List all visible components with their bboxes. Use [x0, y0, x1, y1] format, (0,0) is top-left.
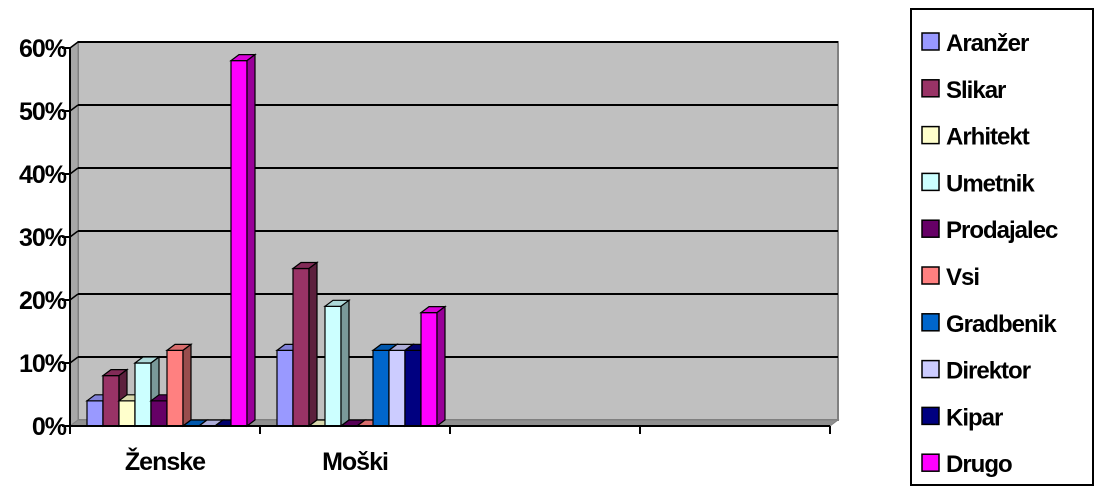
- plot-area: [68, 41, 840, 427]
- bar-front: [150, 400, 168, 427]
- bar-side: [308, 261, 318, 428]
- legend-item: Kipar: [921, 404, 1004, 431]
- bar-side: [436, 305, 446, 428]
- gridline-side-50: [69, 104, 79, 112]
- bar-front: [230, 59, 248, 427]
- bar-front: [118, 400, 136, 427]
- y-tick-label: 20%: [19, 287, 67, 315]
- legend-item: Slikar: [921, 77, 1007, 104]
- bar-front: [372, 349, 390, 427]
- legend-label: Umetnik: [946, 170, 1035, 197]
- legend-label: Aranžer: [946, 30, 1029, 57]
- legend-item: Arhitekt: [921, 124, 1031, 151]
- bars-group: [85, 53, 447, 428]
- bar-front: [134, 362, 152, 427]
- legend-label: Direktor: [946, 358, 1031, 385]
- legend: Aranžer Slikar Arhitekt Umetnik Prodajalec Vs…: [910, 8, 1094, 486]
- legend-label: Arhitekt: [946, 124, 1030, 151]
- bar-front: [420, 312, 438, 427]
- bar-side: [246, 53, 256, 428]
- bar-front: [102, 375, 120, 427]
- legend-item: Gradbenik: [921, 311, 1058, 338]
- axes-group: 0% 10% 20% 30% 40% 50% 60% Ženske Moški: [19, 35, 831, 476]
- legend-swatch: [921, 125, 940, 145]
- x-category-label: Ženske: [125, 446, 206, 476]
- gridline-side-60: [69, 41, 79, 49]
- bar-side: [182, 343, 192, 428]
- y-tick-label: 30%: [19, 224, 67, 252]
- bar: [229, 53, 257, 428]
- y-tick-label: 60%: [19, 35, 67, 63]
- gridline-side-20: [69, 293, 79, 301]
- gridline-side-40: [69, 167, 79, 175]
- y-tick-label: 10%: [19, 350, 67, 378]
- legend-swatch: [921, 359, 940, 379]
- bar-front: [388, 349, 406, 427]
- legend-box: [910, 8, 1094, 486]
- bar: [165, 343, 193, 428]
- legend-swatch: [921, 79, 940, 98]
- legend-swatch: [921, 266, 940, 285]
- gridline-side-10: [69, 356, 79, 364]
- legend-label: Prodajalec: [946, 217, 1058, 244]
- y-tick-label: 50%: [19, 98, 67, 126]
- bar: [291, 261, 319, 428]
- legend-swatch: [921, 406, 940, 426]
- bar-side: [340, 299, 350, 428]
- bar-front: [86, 400, 104, 427]
- y-tick-label: 0%: [32, 413, 67, 441]
- legend-item: Aranžer: [921, 30, 1030, 57]
- legend-label: Vsi: [946, 264, 979, 291]
- bar-front: [276, 349, 294, 427]
- legend-swatch: [921, 172, 940, 192]
- legend-item: Prodajalec: [921, 217, 1059, 244]
- legend-swatch: [921, 313, 940, 332]
- bar-front: [404, 349, 422, 427]
- legend-item: Umetnik: [921, 170, 1036, 197]
- legend-label: Gradbenik: [946, 311, 1057, 338]
- bar-front: [324, 305, 342, 427]
- legend-label: Drugo: [946, 451, 1012, 478]
- legend-item: Drugo: [921, 451, 1013, 478]
- x-category-label: Moški: [322, 448, 388, 476]
- legend-label: Kipar: [946, 404, 1003, 431]
- legend-swatch: [921, 32, 940, 51]
- legend-item: Vsi: [921, 264, 980, 291]
- bar-front: [292, 267, 310, 427]
- legend-item: Direktor: [921, 358, 1032, 385]
- bar: [323, 299, 351, 428]
- y-tick-label: 40%: [19, 161, 67, 189]
- bar: [419, 305, 447, 428]
- bar-front: [166, 349, 184, 427]
- legend-label: Slikar: [946, 77, 1006, 104]
- legend-swatch: [921, 453, 940, 472]
- gridline-side-30: [69, 230, 79, 238]
- legend-swatch: [921, 219, 940, 238]
